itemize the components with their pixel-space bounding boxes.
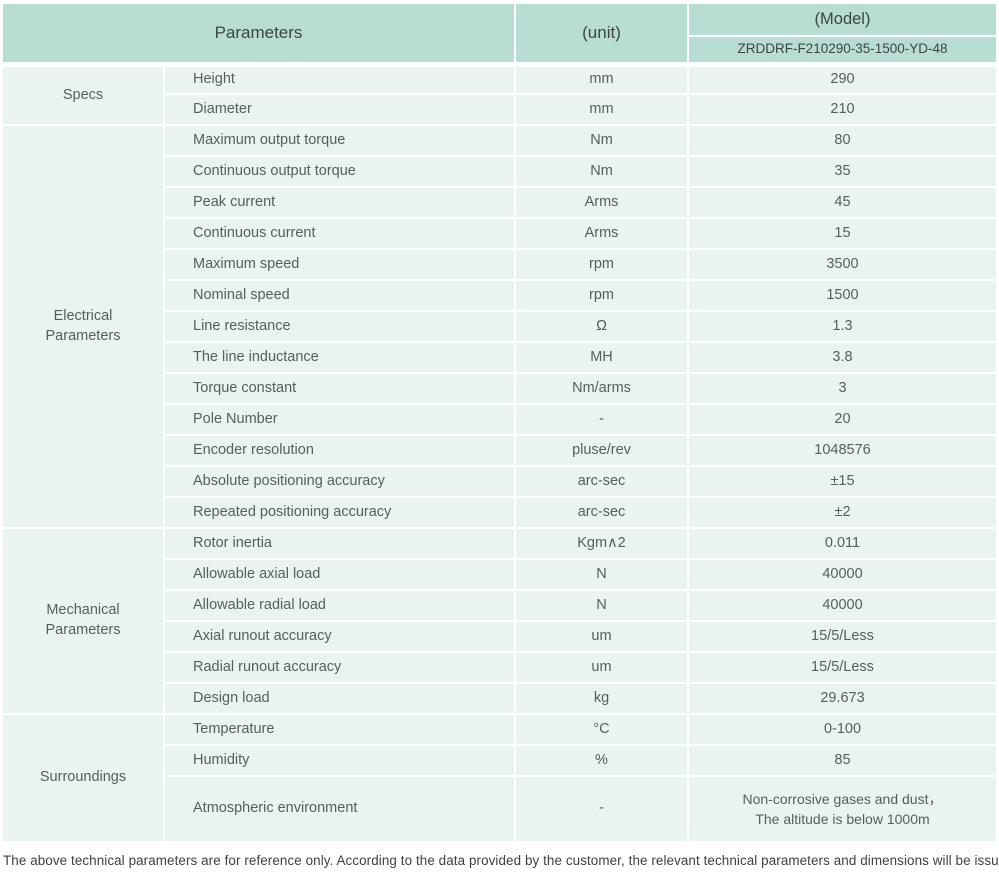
param-unit: arc-sec [516,467,687,496]
param-name: Height [165,64,514,93]
param-value: 15/5/Less [689,622,996,651]
param-name: Humidity [165,746,514,775]
param-name: Maximum speed [165,250,514,279]
param-name: Repeated positioning accuracy [165,498,514,527]
param-unit: um [516,653,687,682]
param-unit: Arms [516,219,687,248]
param-name: Continuous current [165,219,514,248]
param-unit: °C [516,715,687,744]
param-name: Line resistance [165,312,514,341]
param-name: Maximum output torque [165,126,514,155]
footer-note: The above technical parameters are for r… [3,853,999,868]
param-value: 29.673 [689,684,996,713]
param-value: 290 [689,64,996,93]
param-name: Encoder resolution [165,436,514,465]
param-value: 0.011 [689,529,996,558]
param-value: 35 [689,157,996,186]
param-name: Rotor inertia [165,529,514,558]
param-value: 40000 [689,591,996,620]
param-name: Design load [165,684,514,713]
param-value: 1500 [689,281,996,310]
param-value: 3.8 [689,343,996,372]
param-name: Continuous output torque [165,157,514,186]
param-unit: Nm [516,126,687,155]
param-name: Absolute positioning accuracy [165,467,514,496]
param-unit: Nm [516,157,687,186]
param-unit: kg [516,684,687,713]
param-unit: rpm [516,250,687,279]
param-unit: mm [516,95,687,124]
param-value: 85 [689,746,996,775]
param-unit: Nm/arms [516,374,687,403]
header-model: (Model) [689,4,996,35]
param-value: Non-corrosive gases and dust， The altitu… [689,777,996,841]
param-name: Atmospheric environment [165,777,514,841]
category-electrical-parameters: Electrical Parameters [3,126,163,527]
category-mechanical-parameters: Mechanical Parameters [3,529,163,713]
param-value: 45 [689,188,996,217]
param-unit: % [516,746,687,775]
header-unit: (unit) [516,4,687,62]
param-value: 210 [689,95,996,124]
category-specs: Specs [3,64,163,124]
param-unit: - [516,405,687,434]
header-parameters: Parameters [3,4,514,62]
param-value: ±2 [689,498,996,527]
header-model-number: ZRDDRF-F210290-35-1500-YD-48 [689,37,996,62]
param-name: Allowable axial load [165,560,514,589]
param-unit: mm [516,64,687,93]
param-unit: - [516,777,687,841]
param-unit: N [516,560,687,589]
param-value: 3500 [689,250,996,279]
param-value: 15/5/Less [689,653,996,682]
param-value: 3 [689,374,996,403]
param-name: Allowable radial load [165,591,514,620]
param-name: Temperature [165,715,514,744]
param-value: ±15 [689,467,996,496]
param-unit: Kgm∧2 [516,529,687,558]
param-unit: MH [516,343,687,372]
param-name: Peak current [165,188,514,217]
param-value: 1048576 [689,436,996,465]
param-value: 1.3 [689,312,996,341]
param-unit: Ω [516,312,687,341]
param-name: Radial runout accuracy [165,653,514,682]
param-name: Pole Number [165,405,514,434]
param-unit: arc-sec [516,498,687,527]
param-name: Torque constant [165,374,514,403]
param-name: Axial runout accuracy [165,622,514,651]
param-name: Diameter [165,95,514,124]
param-value: 40000 [689,560,996,589]
category-surroundings: Surroundings [3,715,163,841]
param-unit: um [516,622,687,651]
param-value: 80 [689,126,996,155]
param-value: 0-100 [689,715,996,744]
spec-table: Parameters (unit) (Model) ZRDDRF-F210290… [3,4,996,841]
param-unit: rpm [516,281,687,310]
param-unit: N [516,591,687,620]
param-value: 15 [689,219,996,248]
param-unit: pluse/rev [516,436,687,465]
param-name: Nominal speed [165,281,514,310]
param-name: The line inductance [165,343,514,372]
param-unit: Arms [516,188,687,217]
param-value: 20 [689,405,996,434]
